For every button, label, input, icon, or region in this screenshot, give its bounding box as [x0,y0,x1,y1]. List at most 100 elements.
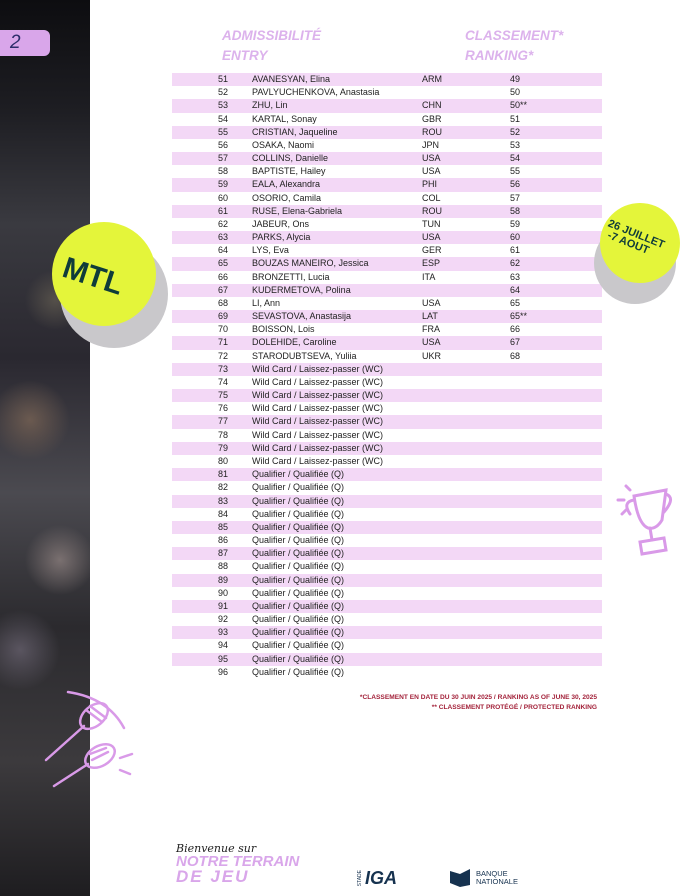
footnote-ranking-date: *CLASSEMENT EN DATE DU 30 JUIN 2025 / RA… [359,694,597,701]
player-name: BOISSON, Lois [252,324,315,335]
entry-number: 86 [218,535,229,546]
slogan-line-1: Bienvenue sur [176,842,257,855]
entry-number: 83 [218,495,229,506]
entry-number: 53 [218,100,229,111]
entry-number: 82 [218,482,229,493]
player-name: EALA, Alexandra [252,179,321,190]
entry-number: 95 [218,653,229,664]
entry-number: 71 [218,337,229,348]
ranking-header: CLASSEMENT* RANKING* [465,26,563,66]
table-row: 74 Wild Card / Laissez-passer (WC) [172,376,602,389]
mtl-text: MTL [58,251,128,302]
player-country: UKR [422,350,442,361]
player-ranking: 49 [510,74,521,84]
table-row: 96 Qualifier / Qualifiée (Q) [172,666,602,679]
player-country: ITA [422,271,436,282]
entry-number: 59 [218,179,229,190]
entry-number: 72 [218,350,229,361]
player-name: DOLEHIDE, Caroline [252,337,337,348]
table-row: 95 Qualifier / Qualifiée (Q) [172,652,602,666]
table-row: 57 COLLINS, Danielle USA 54 [172,152,602,166]
entry-number: 62 [218,218,229,229]
entry-number: 52 [218,87,229,98]
table-row: 78 Wild Card / Laissez-passer (WC) [172,429,602,442]
table-row: 59 EALA, Alexandra PHI 56 [172,178,602,192]
player-name: AVANESYAN, Elina [252,74,331,84]
entry-number: 77 [218,416,229,427]
bank-flag-icon [450,869,470,887]
player-name: Qualifier / Qualifiée (Q) [252,508,345,519]
player-name: KUDERMETOVA, Polina [252,284,351,295]
trophy-icon [616,484,672,556]
player-ranking: 52 [510,126,521,137]
table-row: 94 Qualifier / Qualifiée (Q) [172,639,602,652]
entry-number: 61 [218,205,229,216]
entry-header-en: ENTRY [222,48,268,63]
table-row: 55 CRISTIAN, Jaqueline ROU 52 [172,125,602,139]
player-name: Qualifier / Qualifiée (Q) [252,482,345,493]
dates-badge: 26 JUILLET -7 AOUT [600,203,680,283]
table-row: 80 Wild Card / Laissez-passer (WC) [172,455,602,468]
table-row: 65 BOUZAS MANEIRO, Jessica ESP 62 [172,257,602,271]
player-ranking: 54 [510,153,521,164]
entry-number: 87 [218,548,229,559]
player-ranking: 56 [510,179,521,190]
table-row: 52 PAVLYUCHENKOVA, Anastasia 50 [172,86,602,99]
player-country: COL [422,192,441,203]
player-name: Qualifier / Qualifiée (Q) [252,614,345,625]
table-row: 84 Qualifier / Qualifiée (Q) [172,508,602,521]
table-row: 51 AVANESYAN, Elina ARM 49 [172,73,602,87]
entry-header-fr: ADMISSIBILITÉ [222,28,322,43]
player-country: USA [422,297,441,308]
table-row: 66 BRONZETTI, Lucia ITA 63 [172,271,602,284]
entry-number: 84 [218,508,229,519]
player-name: LYS, Eva [252,245,289,256]
slogan-line-2: NOTRE TERRAIN [176,853,300,870]
entry-number: 54 [218,113,229,124]
table-row: 82 Qualifier / Qualifiée (Q) [172,481,602,494]
player-name: CRISTIAN, Jaqueline [252,126,338,137]
player-name: OSORIO, Camila [252,192,322,203]
player-name: Wild Card / Laissez-passer (WC) [252,403,384,414]
entry-number: 67 [218,284,229,295]
table-row: 72 STARODUBTSEVA, Yuliia UKR 68 [172,350,602,363]
entry-number: 94 [218,640,229,651]
player-name: OSAKA, Naomi [252,139,315,150]
player-name: KARTAL, Sonay [252,113,317,124]
player-country: ROU [422,126,442,137]
page-number-tab: 2 [0,30,50,56]
player-name: Qualifier / Qualifiée (Q) [252,521,345,532]
entry-number: 66 [218,271,229,282]
ranking-header-fr: CLASSEMENT* [465,28,564,43]
entry-number: 51 [218,74,229,84]
player-name: PAVLYUCHENKOVA, Anastasia [252,87,380,98]
tennis-rackets-icon [44,690,134,788]
player-country: PHI [422,179,438,190]
table-row: 71 DOLEHIDE, Caroline USA 67 [172,336,602,350]
player-country: CHN [422,100,442,111]
iga-label: IGA [365,868,398,888]
player-country: USA [422,166,441,177]
player-name: Qualifier / Qualifiée (Q) [252,600,345,611]
table-row: 73 Wild Card / Laissez-passer (WC) [172,362,602,376]
dates-text: 26 JUILLET -7 AOUT [602,218,666,262]
table-row: 83 Qualifier / Qualifiée (Q) [172,494,602,508]
player-name: ZHU, Lin [252,100,288,111]
table-row: 60 OSORIO, Camila COL 57 [172,192,602,205]
player-name: Wild Card / Laissez-passer (WC) [252,390,384,401]
stade-iga-logo: STADE IGA [357,868,397,889]
player-ranking: 66 [510,324,521,335]
table-row: 56 OSAKA, Naomi JPN 53 [172,139,602,152]
player-ranking: 67 [510,337,521,348]
entry-number: 69 [218,311,229,322]
entry-number: 73 [218,363,229,374]
player-name: Qualifier / Qualifiée (Q) [252,640,345,651]
player-name: BRONZETTI, Lucia [252,271,330,282]
player-country: GBR [422,113,442,124]
table-row: 91 Qualifier / Qualifiée (Q) [172,599,602,614]
ranking-header-en: RANKING* [465,48,534,63]
table-row: 70 BOISSON, Lois FRA 66 [172,323,602,336]
player-ranking: 53 [510,139,521,150]
player-country: ARM [422,74,442,84]
table-row: 90 Qualifier / Qualifiée (Q) [172,587,602,600]
